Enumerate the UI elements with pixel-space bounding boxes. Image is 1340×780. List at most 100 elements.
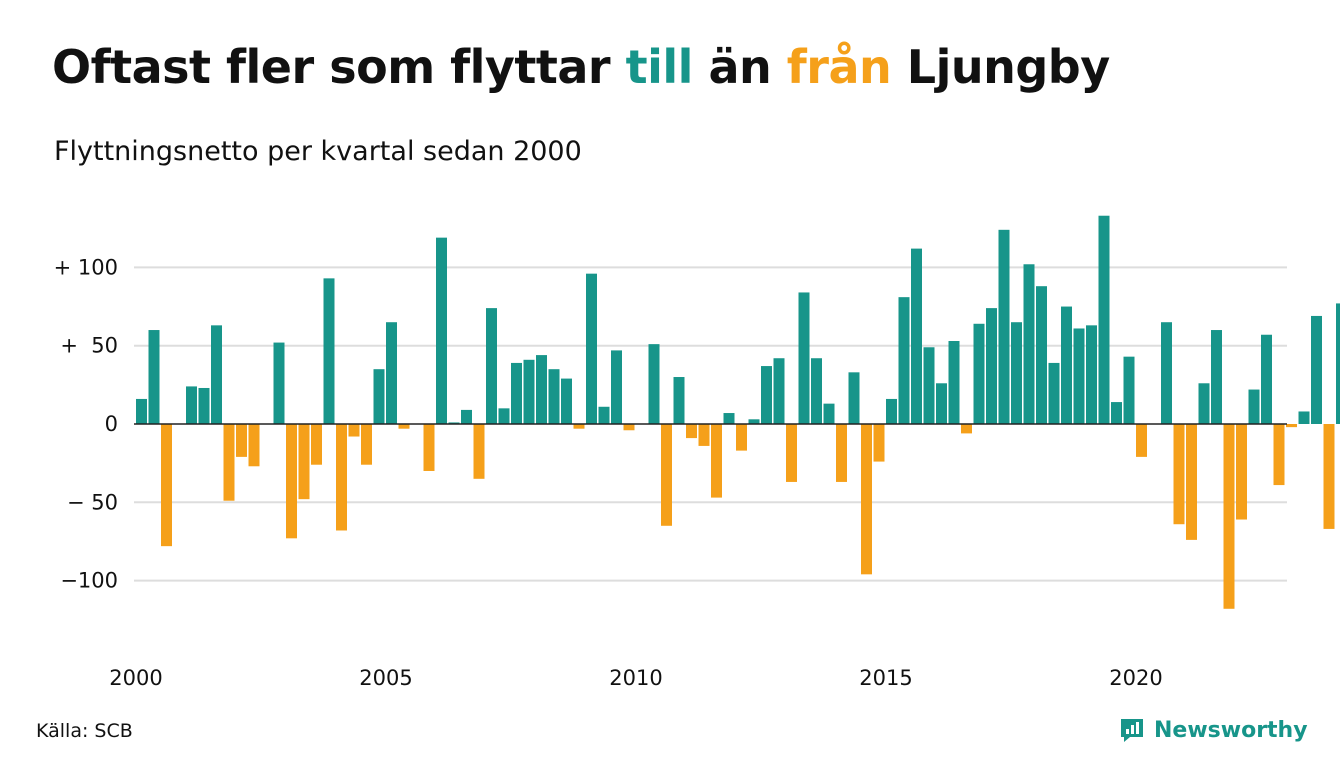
bar [1261,334,1272,424]
y-tick-label: 0 [105,412,118,436]
bar [536,355,547,424]
bar [486,308,497,424]
bar [848,372,860,424]
source-note: Källa: SCB [36,720,133,742]
bar [948,341,960,424]
bar [648,344,660,424]
y-tick-label: + 100 [54,255,118,279]
bar [723,413,735,424]
bar [861,424,872,575]
bar [1111,402,1122,424]
bar [823,403,835,424]
bar [623,424,635,431]
bar [1161,322,1172,424]
x-tick-label: 2020 [1109,666,1162,690]
bar [248,424,260,467]
bar [523,359,535,424]
bar [136,398,147,424]
bar [548,369,560,424]
x-tick-label: 2010 [609,666,662,690]
bar [811,358,822,424]
bar [1311,315,1322,424]
bar [1273,424,1285,486]
bar [286,424,297,539]
bar [686,424,697,439]
x-tick-label: 2005 [359,666,412,690]
bar [1098,215,1110,424]
bar [1173,424,1185,525]
bar [1211,330,1222,424]
bar [1061,306,1072,424]
bar [448,422,460,424]
bar [586,273,597,424]
bar [798,292,810,424]
bar [1236,424,1247,520]
x-tick-label: 2015 [859,666,912,690]
bar [473,424,485,479]
bar [423,424,435,471]
bar [1048,362,1060,424]
bar [986,308,997,424]
bar [436,237,447,424]
title-highlight-till: till [625,40,694,94]
bar [361,424,372,465]
bar [836,424,847,482]
bar [1336,303,1340,424]
bar [161,424,172,547]
bar [886,398,897,424]
bar [348,424,360,437]
bar [148,330,160,424]
bar [198,387,210,424]
bar [561,378,572,424]
bar [936,383,947,424]
bar [298,424,310,500]
newsworthy-logo-icon [1121,719,1143,742]
bar [323,278,335,424]
chart-subtitle: Flyttningsnetto per kvartal sedan 2000 [54,136,582,167]
bar [511,362,522,424]
bar [186,386,197,424]
title-part: än [708,40,772,94]
y-tick-label: − 50 [67,490,118,514]
x-tick-label: 2000 [109,666,162,690]
bar [611,350,622,424]
chart-title: Oftast fler som flyttar till än från Lju… [52,40,1110,94]
bar [461,409,472,424]
bar [698,424,710,446]
bar [1286,424,1297,428]
bar [736,424,747,451]
bar [1123,356,1135,424]
bar [398,424,410,429]
bar [873,424,885,462]
bar-chart: + 100 + 50 0 − 50 −100 2000 2005 2010 2015 2020 [54,215,1340,690]
bar [1198,383,1210,424]
bar [773,358,785,424]
bar [973,323,985,424]
bar [1298,411,1310,424]
bar [211,325,222,424]
bar [1323,424,1335,529]
bar [911,248,922,424]
brand-name: Newsworthy [1154,717,1308,743]
title-part: Oftast fler som flyttar [52,40,611,94]
bar [311,424,322,465]
y-tick-label: −100 [60,569,118,593]
bar [1248,389,1260,424]
bar [223,424,235,501]
bar [573,424,585,429]
bar [1036,286,1047,424]
bar [1086,325,1097,424]
bar [1136,424,1147,457]
bar [273,342,285,424]
title-highlight-fran: från [786,40,892,94]
bar [386,322,397,424]
bar [761,366,772,424]
bar [673,377,685,424]
brand-logo: Newsworthy [1118,714,1308,746]
bar [1186,424,1197,540]
bar [1011,322,1022,424]
bar [898,297,910,424]
bar [373,369,385,424]
bar [598,406,610,424]
title-part: Ljungby [906,40,1110,94]
